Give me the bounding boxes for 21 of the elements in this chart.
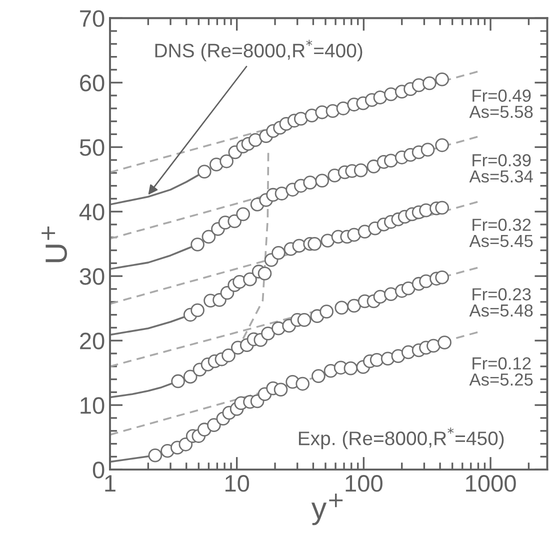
annotation: DNS (Re=8000,R$^{*}$=400) (155, 40, 362, 62)
y-axis-title: U$^{+}$ (42, 226, 68, 262)
y-tick-label: 70 (80, 10, 104, 27)
y-tick-label: 30 (80, 268, 104, 285)
annotation: Fr=0.23 As=5.48 (469, 288, 533, 317)
y-tick-label: 50 (80, 139, 104, 156)
annotation: Exp. (Re=8000,R$^{*}$=450) (298, 428, 504, 450)
annotation: Fr=0.49 As=5.58 (469, 90, 533, 118)
x-tick-label: 100 (346, 475, 382, 492)
y-tick-label: 20 (80, 332, 104, 350)
annotation: Fr=0.12 As=5.25 (469, 357, 533, 386)
y-tick-label: 60 (80, 74, 104, 92)
y-tick-label: 40 (79, 204, 104, 220)
x-tick-label: 10 (226, 475, 250, 492)
y-tick-label: 0 (92, 462, 104, 478)
x-tick-label: 1000 (466, 475, 516, 492)
x-tick-label: 1 (105, 475, 116, 492)
y-tick-label: 10 (80, 397, 104, 414)
annotation: Fr=0.39 As=5.34 (469, 154, 533, 183)
x-axis-title: y$^{+}$ (311, 494, 343, 526)
annotation: Fr=0.32 As=5.45 (469, 218, 533, 248)
